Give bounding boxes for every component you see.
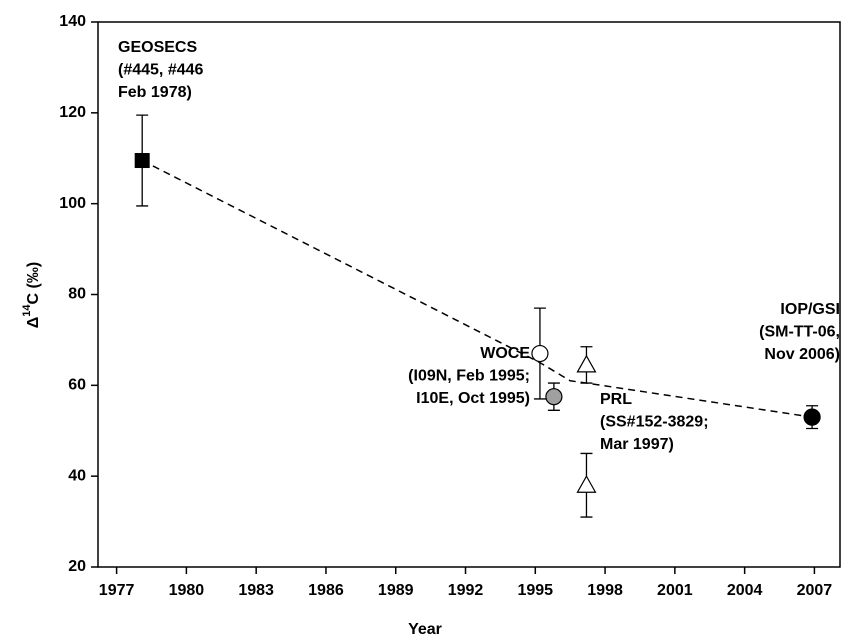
x-tick-label: 2001: [657, 582, 693, 599]
annotation: WOCE: [480, 345, 530, 362]
annotation: IOP/GSI: [780, 301, 840, 318]
x-tick-label: 1980: [169, 582, 205, 599]
plot-frame: [97, 21, 841, 568]
annotation: (SM-TT-06,: [759, 324, 840, 341]
annotation: PRL: [600, 391, 632, 408]
y-tick-label: 40: [68, 467, 86, 484]
trend-line: [141, 159, 813, 418]
x-tick-label: 1983: [238, 582, 274, 599]
y-tick-label: 100: [59, 195, 86, 212]
y-label-suffix: C (‰): [25, 262, 42, 305]
x-tick-label: 1977: [99, 582, 135, 599]
y-axis-label: Δ14C (‰): [21, 262, 42, 328]
x-tick-label: 1989: [378, 582, 414, 599]
annotation: Mar 1997): [600, 436, 674, 453]
y-label-sup: 14: [21, 304, 33, 317]
y-tick-label: 60: [68, 377, 86, 394]
annotation: GEOSECS: [118, 39, 197, 56]
x-tick-label: 1992: [448, 582, 484, 599]
x-tick-label: 1998: [587, 582, 623, 599]
annotation: (I09N, Feb 1995;: [408, 368, 530, 385]
y-tick-label: 20: [68, 558, 86, 575]
marker: [576, 354, 597, 373]
y-tick-label: 120: [59, 104, 86, 121]
annotation: (#445, #446: [118, 62, 204, 79]
x-tick-label: 2004: [727, 582, 763, 599]
x-tick-label: 1986: [308, 582, 344, 599]
marker: [576, 475, 597, 493]
x-tick-label: 1995: [517, 582, 553, 599]
annotation: (SS#152-3829;: [600, 414, 709, 431]
annotation: Feb 1978): [118, 84, 192, 101]
marker: [134, 153, 150, 169]
marker: [545, 388, 563, 406]
marker: [803, 408, 821, 426]
annotation: I10E, Oct 1995): [416, 390, 530, 407]
annotation: Nov 2006): [764, 346, 840, 363]
x-axis-label: Year: [408, 621, 442, 638]
y-tick-label: 80: [68, 286, 86, 303]
y-tick-label: 140: [59, 13, 86, 30]
y-label-prefix: Δ: [25, 317, 42, 329]
x-tick-label: 2007: [797, 582, 833, 599]
marker: [531, 344, 549, 363]
